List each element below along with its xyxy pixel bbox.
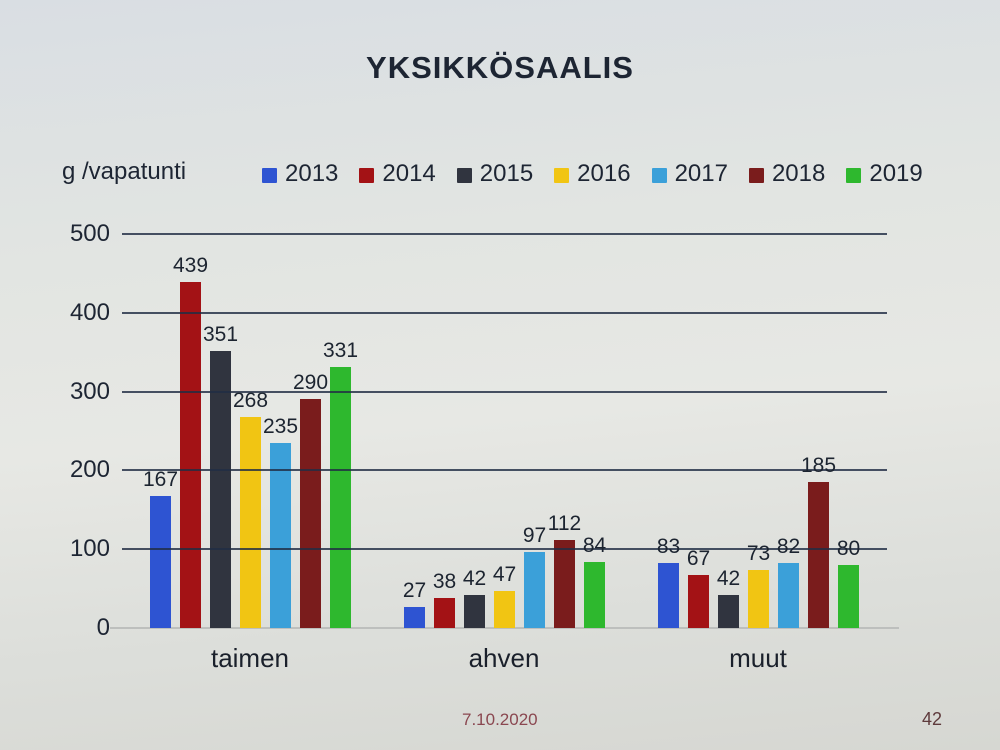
bar-2019-ahven (584, 561, 605, 628)
page-number: 42 (922, 709, 943, 729)
y-axis-label-500: 500 (69, 220, 110, 247)
legend-swatch-2013 (262, 167, 277, 183)
bar-value-2017-taimen: 235 (262, 414, 299, 438)
category-label-muut: muut (729, 643, 787, 673)
bar-value-2016-ahven: 47 (492, 562, 517, 586)
bar-value-2018-muut: 185 (800, 454, 837, 478)
legend-label-2017: 2017 (674, 160, 728, 187)
bar-value-2015-taimen: 351 (202, 323, 239, 347)
y-axis-label-0: 0 (96, 614, 110, 641)
bar-2015-muut (718, 594, 739, 628)
legend-item-2016: 2016 (554, 160, 631, 188)
bar-value-2014-taimen: 439 (172, 254, 209, 278)
legend-item-2014: 2014 (359, 160, 436, 188)
bar-2019-taimen (330, 367, 351, 628)
legend-label-2018: 2018 (771, 160, 826, 187)
y-axis-label-100: 100 (69, 535, 110, 563)
y-axis-unit-label: g /vapatunti (62, 158, 187, 185)
bar-2013-muut (658, 562, 679, 628)
bar-2016-muut (748, 570, 769, 628)
legend-swatch-2015 (456, 167, 472, 183)
bar-value-2013-muut: 83 (656, 534, 681, 558)
bar-2017-ahven (524, 551, 545, 628)
chart-title: YKSIKKÖSAALIS (366, 50, 634, 85)
bar-value-2019-ahven: 84 (582, 533, 607, 557)
bar-value-2014-muut: 67 (686, 547, 711, 571)
legend-item-2018: 2018 (748, 160, 826, 188)
bar-2017-muut (778, 563, 799, 628)
y-axis-label-400: 400 (69, 298, 110, 326)
bar-value-2016-taimen: 268 (232, 388, 269, 412)
footer-date: 7.10.2020 (462, 710, 538, 729)
bar-value-2014-ahven: 38 (432, 570, 457, 594)
bar-value-2017-muut: 82 (776, 535, 801, 559)
bar-2014-ahven (434, 598, 455, 628)
bar-value-2013-ahven: 27 (402, 578, 427, 602)
chart-plot-area: 0 100 200 300 400 500 167 439 351 268 235 290 331 27 3… (70, 221, 899, 641)
bar-value-2019-taimen: 331 (322, 339, 359, 363)
legend-swatch-2019 (846, 167, 862, 183)
bar-2018-ahven (554, 539, 575, 628)
legend-swatch-2014 (359, 167, 375, 183)
y-axis-label-300: 300 (69, 377, 110, 405)
category-label-ahven: ahven (468, 643, 540, 673)
gridline-200 (122, 469, 887, 472)
bar-value-2015-muut: 42 (716, 566, 741, 590)
bar-2015-ahven (464, 594, 485, 628)
bar-2016-ahven (494, 590, 515, 628)
legend-swatch-2016 (554, 167, 570, 183)
bar-2014-taimen (180, 282, 201, 628)
gridline-500 (122, 233, 887, 235)
gridline-400 (122, 311, 887, 314)
chart-legend: 2013 2014 2015 2016 2017 2018 2019 (262, 160, 923, 188)
legend-item-2013: 2013 (262, 160, 338, 188)
y-axis-label-200: 200 (69, 456, 110, 484)
legend-label-2019: 2019 (869, 160, 923, 187)
legend-item-2015: 2015 (456, 160, 534, 188)
bar-2014-muut (688, 575, 709, 628)
legend-swatch-2017 (651, 167, 667, 183)
bar-2013-taimen (150, 496, 171, 628)
category-label-taimen: taimen (210, 643, 290, 673)
legend-label-2014: 2014 (382, 160, 436, 187)
bar-2013-ahven (404, 606, 425, 628)
legend-item-2019: 2019 (846, 160, 923, 188)
legend-item-2017: 2017 (651, 160, 728, 188)
legend-label-2015: 2015 (479, 160, 534, 187)
bar-value-2017-ahven: 97 (522, 523, 547, 547)
bar-2019-muut (838, 564, 859, 628)
bar-2018-muut (808, 482, 829, 628)
legend-swatch-2018 (748, 167, 764, 183)
legend-label-2016: 2016 (577, 160, 631, 187)
x-axis-baseline (110, 627, 899, 629)
bar-value-2018-taimen: 290 (292, 371, 329, 395)
bar-2016-taimen (240, 416, 261, 628)
bar-value-2015-ahven: 42 (462, 566, 487, 590)
bar-2017-taimen (270, 442, 291, 628)
bar-2018-taimen (300, 399, 321, 628)
bar-value-2013-taimen: 167 (142, 468, 179, 492)
legend-label-2013: 2013 (285, 160, 339, 187)
bar-value-2019-muut: 80 (836, 536, 861, 560)
bar-value-2018-ahven: 112 (547, 511, 582, 535)
bar-2015-taimen (210, 351, 231, 628)
